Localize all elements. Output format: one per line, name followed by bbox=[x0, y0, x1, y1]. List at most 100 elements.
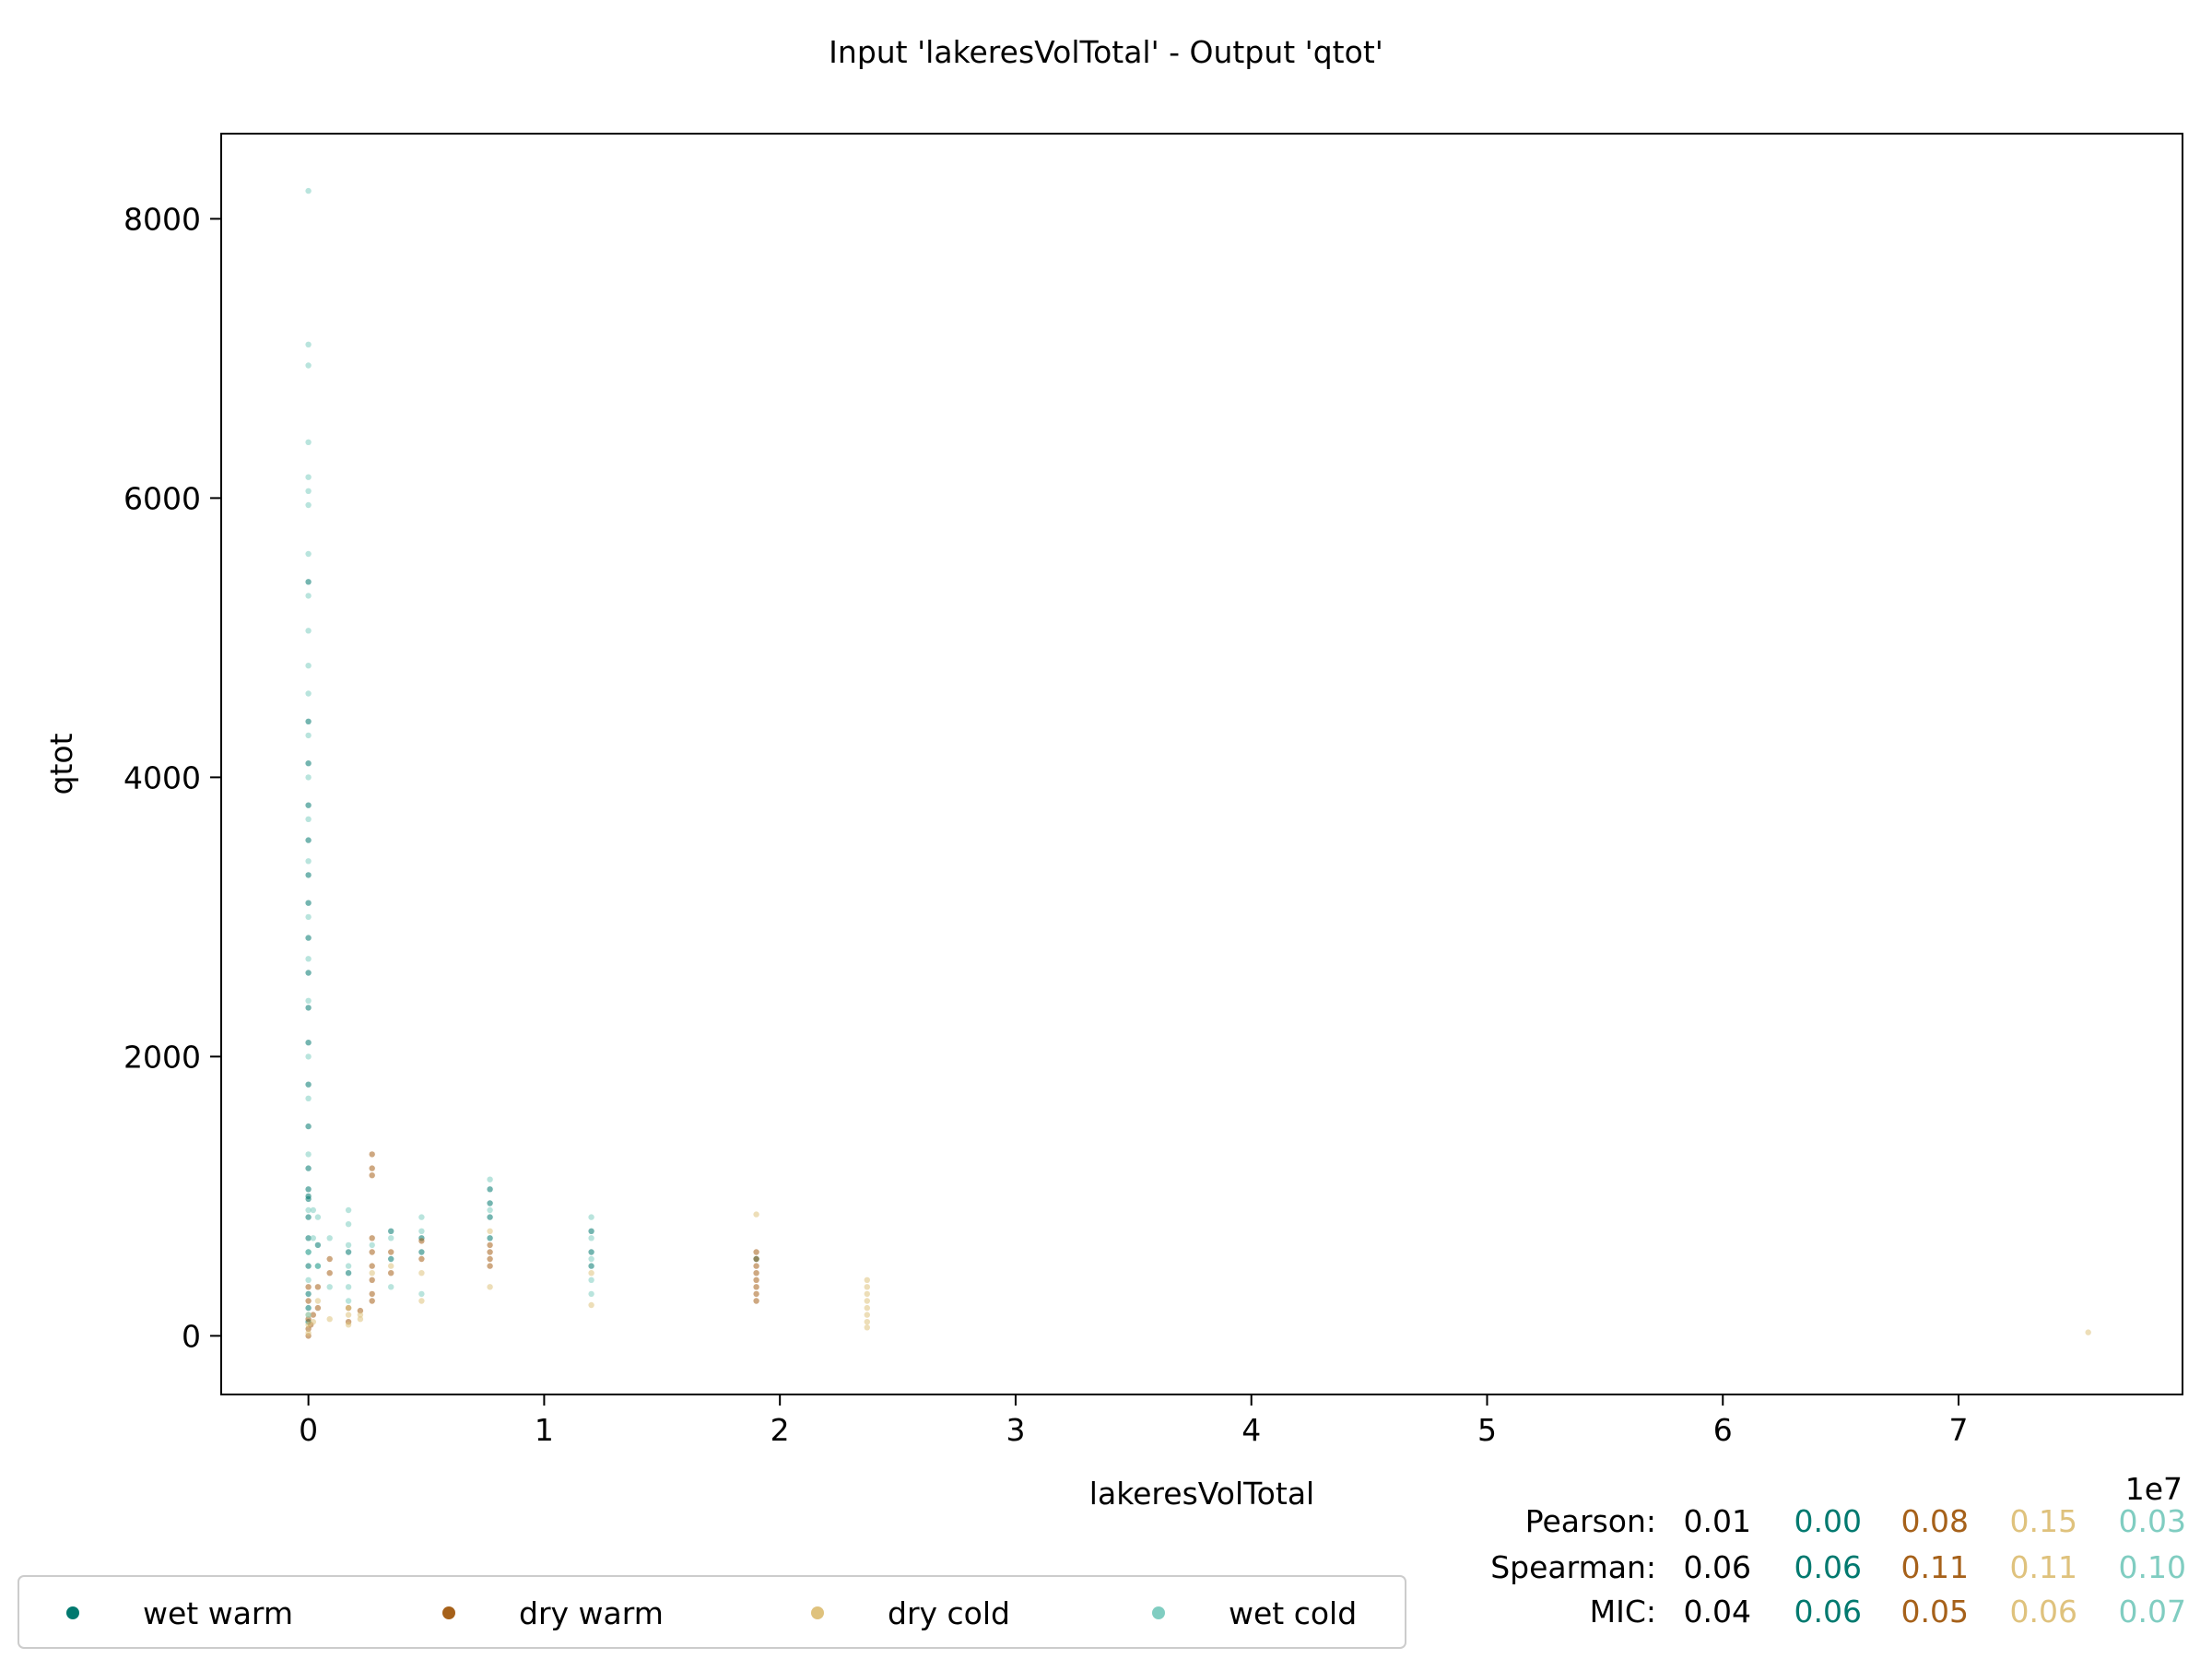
point-dry-cold bbox=[418, 1298, 425, 1304]
point-wet-warm bbox=[305, 760, 312, 767]
point-dry-warm bbox=[487, 1249, 493, 1255]
legend-label-wet-cold: wet cold bbox=[1229, 1595, 1357, 1631]
point-wet-warm bbox=[418, 1249, 425, 1255]
point-wet-cold bbox=[305, 774, 312, 781]
point-wet-cold bbox=[305, 956, 312, 962]
point-wet-cold bbox=[305, 1277, 312, 1284]
point-dry-cold bbox=[588, 1270, 594, 1277]
point-dry-cold bbox=[345, 1304, 352, 1312]
axis-ticks: 0 1 2 3 4 5 6 7 0 2000 4000 6000 8000 bbox=[124, 201, 1969, 1448]
legend-label-dry-warm: dry warm bbox=[519, 1595, 664, 1631]
stat-value-dry-cold: 0.15 bbox=[2010, 1503, 2077, 1539]
point-dry-cold bbox=[357, 1316, 364, 1323]
point-dry-cold bbox=[310, 1319, 316, 1325]
stat-value-wet-cold: 0.03 bbox=[2119, 1503, 2186, 1539]
point-wet-warm bbox=[305, 1304, 312, 1312]
point-wet-warm bbox=[345, 1270, 352, 1277]
point-wet-cold bbox=[305, 501, 312, 509]
legend-label-dry-cold: dry cold bbox=[888, 1595, 1010, 1631]
point-wet-warm bbox=[305, 1005, 312, 1011]
point-dry-warm bbox=[369, 1165, 375, 1171]
point-wet-cold bbox=[305, 1312, 312, 1318]
x-tick-label: 3 bbox=[1006, 1412, 1025, 1448]
stat-value-dry-cold: 0.06 bbox=[2010, 1594, 2077, 1630]
point-dry-warm bbox=[418, 1238, 425, 1244]
point-dry-cold bbox=[345, 1312, 352, 1318]
point-dry-warm bbox=[753, 1298, 759, 1304]
stat-label: Spearman: bbox=[1490, 1549, 1656, 1585]
legend: wet warm dry warm dry cold wet cold bbox=[18, 1575, 1406, 1649]
x-tick-label: 4 bbox=[1241, 1412, 1261, 1448]
point-dry-cold bbox=[864, 1284, 870, 1290]
point-wet-cold bbox=[418, 1228, 425, 1235]
point-dry-cold bbox=[864, 1324, 870, 1331]
point-wet-cold bbox=[310, 1206, 316, 1214]
point-wet-warm bbox=[588, 1228, 594, 1235]
point-dry-warm bbox=[753, 1290, 759, 1298]
x-tick-label: 6 bbox=[1713, 1412, 1733, 1448]
point-wet-warm bbox=[305, 579, 312, 585]
point-dry-warm bbox=[314, 1304, 322, 1312]
legend-marker-wet-cold bbox=[1152, 1606, 1165, 1619]
point-dry-warm bbox=[369, 1263, 375, 1269]
point-wet-warm bbox=[305, 1123, 312, 1130]
stat-value-wet-warm: 0.00 bbox=[1794, 1503, 1862, 1539]
point-wet-warm bbox=[305, 718, 312, 724]
point-wet-cold bbox=[305, 1095, 312, 1102]
point-dry-warm bbox=[487, 1255, 493, 1263]
point-dry-warm bbox=[753, 1249, 759, 1255]
point-wet-warm bbox=[305, 1290, 312, 1298]
point-wet-warm bbox=[305, 900, 312, 906]
point-wet-cold bbox=[305, 1249, 312, 1255]
point-wet-cold bbox=[314, 1214, 322, 1220]
point-dry-cold bbox=[369, 1270, 375, 1277]
point-dry-warm bbox=[753, 1277, 759, 1284]
point-wet-cold bbox=[388, 1284, 394, 1290]
point-wet-cold bbox=[305, 732, 312, 739]
point-dry-cold bbox=[487, 1284, 493, 1290]
point-dry-cold bbox=[864, 1277, 870, 1284]
point-wet-cold bbox=[345, 1263, 352, 1269]
point-wet-warm bbox=[487, 1186, 493, 1193]
point-wet-cold bbox=[588, 1277, 594, 1284]
point-wet-cold bbox=[305, 550, 312, 558]
point-wet-cold bbox=[305, 488, 312, 494]
x-tick-label: 1 bbox=[535, 1412, 554, 1448]
point-wet-warm bbox=[588, 1249, 594, 1255]
point-wet-cold bbox=[345, 1206, 352, 1214]
point-wet-cold bbox=[305, 997, 312, 1005]
y-tick-label: 4000 bbox=[124, 759, 201, 795]
point-dry-warm bbox=[326, 1270, 333, 1277]
stat-value-dry-cold: 0.11 bbox=[2010, 1549, 2077, 1585]
stat-value-wet-cold: 0.10 bbox=[2119, 1549, 2186, 1585]
point-wet-cold bbox=[305, 439, 312, 445]
point-wet-cold bbox=[588, 1255, 594, 1263]
point-wet-warm bbox=[487, 1235, 493, 1241]
point-dry-cold bbox=[326, 1316, 333, 1323]
point-dry-warm bbox=[305, 1316, 312, 1323]
point-dry-warm bbox=[753, 1263, 759, 1269]
point-dry-warm bbox=[369, 1298, 375, 1304]
stat-value-wet-warm: 0.06 bbox=[1794, 1594, 1862, 1630]
point-wet-cold bbox=[305, 593, 312, 599]
plot-frame bbox=[220, 133, 2183, 1395]
point-wet-cold bbox=[588, 1214, 594, 1220]
point-dry-warm bbox=[369, 1235, 375, 1241]
point-wet-warm bbox=[305, 1081, 312, 1088]
point-wet-warm bbox=[388, 1255, 394, 1263]
point-wet-cold bbox=[588, 1235, 594, 1241]
point-dry-warm bbox=[388, 1249, 394, 1255]
point-dry-cold bbox=[864, 1304, 870, 1312]
stat-overall-value: 0.04 bbox=[1684, 1594, 1751, 1630]
x-tick-label: 5 bbox=[1477, 1412, 1497, 1448]
point-dry-cold bbox=[753, 1211, 759, 1218]
point-wet-cold bbox=[305, 1151, 312, 1158]
plot-area bbox=[221, 134, 2183, 1394]
point-wet-cold bbox=[305, 663, 312, 669]
point-wet-cold bbox=[310, 1235, 316, 1241]
x-tick-label: 2 bbox=[771, 1412, 790, 1448]
legend-marker-dry-cold bbox=[811, 1606, 824, 1619]
point-dry-cold bbox=[345, 1322, 352, 1328]
point-dry-warm bbox=[326, 1255, 333, 1263]
legend-marker-dry-warm bbox=[442, 1606, 455, 1619]
